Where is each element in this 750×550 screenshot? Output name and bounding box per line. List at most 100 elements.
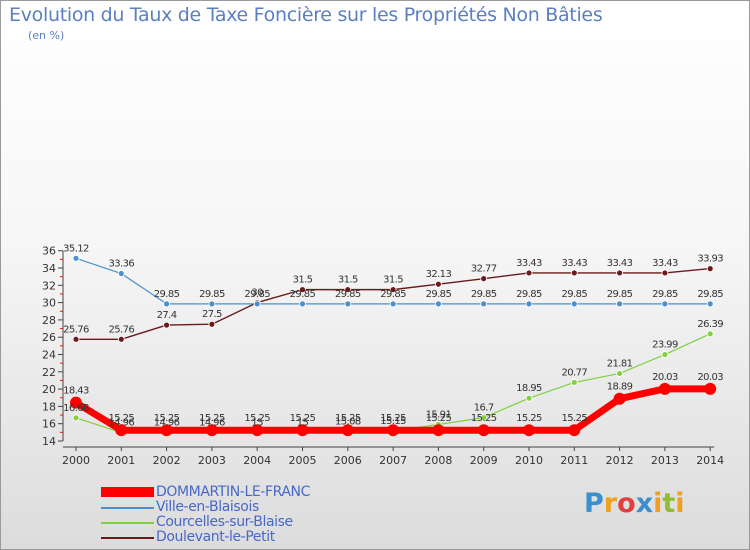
axis-layer: 14 16 18 20 22 24 26 28 30 32 34 36 2000 2001 2002 2003… xyxy=(42,245,724,467)
legend-swatch xyxy=(101,487,154,497)
x-tick-label: 2003 xyxy=(198,454,226,467)
data-point xyxy=(163,300,171,308)
series-layer xyxy=(70,254,717,437)
data-point xyxy=(523,424,535,437)
data-point xyxy=(208,320,216,328)
data-point xyxy=(661,351,669,358)
data-label: 29.85 xyxy=(471,289,497,300)
data-point xyxy=(72,335,80,343)
data-point xyxy=(432,424,445,437)
logo-letter: t xyxy=(662,488,676,519)
data-point xyxy=(480,300,488,308)
data-label: 15.91 xyxy=(426,409,452,420)
legend-item-dommartin: DOMMARTIN-LE-FRANC xyxy=(101,484,401,500)
logo-letter: P xyxy=(584,488,604,519)
data-point xyxy=(434,280,442,288)
data-label-layer: 35.12 33.36 29.85 29.85 29.85 29.85 29.85 29.85… xyxy=(63,243,724,429)
data-label: 27.5 xyxy=(202,309,222,320)
x-tick-label: 2007 xyxy=(379,454,407,467)
x-tick-label: 2008 xyxy=(424,454,452,467)
data-point xyxy=(296,424,309,437)
y-tick-label: 32 xyxy=(42,279,56,292)
logo-letter: i xyxy=(675,488,685,519)
data-label: 29.85 xyxy=(290,289,316,300)
data-point xyxy=(480,275,488,283)
x-tick-label: 2006 xyxy=(334,454,362,467)
data-point xyxy=(706,265,714,273)
data-label: 33.43 xyxy=(607,258,633,269)
data-point xyxy=(480,414,488,422)
data-point xyxy=(477,424,490,437)
data-label: 32.13 xyxy=(426,269,452,280)
data-label: 15.25 xyxy=(471,413,497,424)
data-label: 14.96 xyxy=(108,418,134,429)
legend-label: Doulevant-le-Petit xyxy=(156,529,275,545)
proxiti-logo: Proxiti xyxy=(584,488,685,519)
data-point xyxy=(299,300,306,308)
data-label: 15.25 xyxy=(335,413,361,424)
x-tick-label: 2013 xyxy=(651,454,679,467)
data-label: 15.15 xyxy=(380,416,406,427)
y-tick-label: 28 xyxy=(42,314,56,327)
data-point xyxy=(616,269,623,277)
data-label: 33.43 xyxy=(652,258,678,269)
x-tick-label: 2011 xyxy=(560,454,588,467)
data-label: 25.76 xyxy=(108,324,134,335)
y-tick-label: 16 xyxy=(42,418,56,431)
data-label: 29.85 xyxy=(426,289,452,300)
data-label: 23.99 xyxy=(652,340,678,351)
data-label: 15.25 xyxy=(108,413,134,424)
data-label: 29.85 xyxy=(199,289,225,300)
legend-swatch xyxy=(101,537,154,539)
legend: DOMMARTIN-LE-FRANC Ville-en-Blaisois Cou… xyxy=(101,484,401,545)
logo-letter: x xyxy=(635,488,654,519)
data-label: 31.5 xyxy=(383,275,403,286)
data-label: 16.7 xyxy=(474,403,494,414)
data-label: 20.03 xyxy=(697,372,723,383)
x-tick-label: 2002 xyxy=(153,454,181,467)
data-label: 15.25 xyxy=(561,413,587,424)
x-tick-label: 2010 xyxy=(515,454,543,467)
legend-swatch xyxy=(101,522,154,524)
data-point xyxy=(616,300,623,308)
data-label: 26.39 xyxy=(697,319,723,330)
data-point xyxy=(253,300,261,308)
data-label: 33.43 xyxy=(516,258,542,269)
logo-letter: i xyxy=(653,488,663,519)
data-label: 15.25 xyxy=(426,413,452,424)
data-point xyxy=(613,392,626,405)
data-label: 31.5 xyxy=(293,275,313,286)
data-point xyxy=(570,300,578,308)
data-point xyxy=(208,300,216,308)
data-label: 16.68 xyxy=(63,403,89,414)
y-tick-label: 36 xyxy=(42,245,56,258)
data-label: 31.5 xyxy=(338,275,358,286)
data-label: 32.77 xyxy=(471,264,497,275)
data-point xyxy=(525,300,533,308)
x-tick-label: 2000 xyxy=(62,454,90,467)
legend-label: Ville-en-Blaisois xyxy=(156,499,259,515)
data-label: 29.85 xyxy=(561,289,587,300)
data-label: 29.85 xyxy=(652,289,678,300)
data-label: 27.4 xyxy=(157,310,177,321)
data-point xyxy=(251,424,264,437)
data-point xyxy=(616,370,623,377)
y-axis-unit: (en %) xyxy=(28,29,65,42)
legend-label: DOMMARTIN-LE-FRANC xyxy=(156,484,310,500)
data-point xyxy=(704,382,717,395)
data-point xyxy=(570,379,578,386)
data-point xyxy=(568,424,581,437)
data-label: 29.85 xyxy=(154,289,180,300)
legend-item-ville: Ville-en-Blaisois xyxy=(101,499,401,515)
data-label: 29.85 xyxy=(697,289,723,300)
data-point xyxy=(72,414,80,422)
data-label: 15.25 xyxy=(244,413,270,424)
data-point xyxy=(117,270,125,277)
data-label: 15.25 xyxy=(154,413,180,424)
y-tick-label: 14 xyxy=(42,435,56,448)
y-tick-label: 26 xyxy=(42,331,56,344)
y-tick-label: 20 xyxy=(42,383,56,396)
data-label: 15.25 xyxy=(516,413,542,424)
data-label: 29.85 xyxy=(380,289,406,300)
